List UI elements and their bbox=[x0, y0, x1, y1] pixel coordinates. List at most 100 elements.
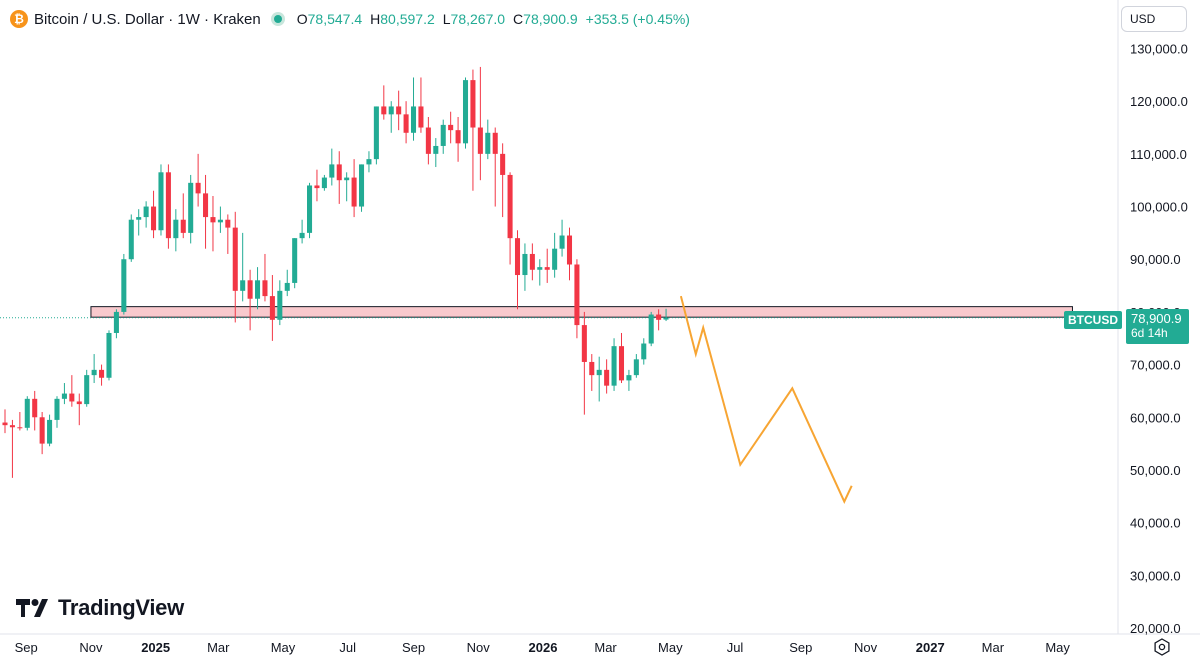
time-tick-label: Jul bbox=[339, 640, 356, 655]
candlestick-series bbox=[2, 66, 669, 478]
high-value: 80,597.2 bbox=[380, 11, 435, 27]
candle-body bbox=[32, 398, 38, 418]
time-tick-label: 2027 bbox=[916, 640, 945, 655]
candle-body bbox=[403, 114, 409, 133]
candle-body bbox=[552, 248, 558, 270]
time-tick-label: Nov bbox=[854, 640, 878, 655]
time-tick-label: Sep bbox=[402, 640, 425, 655]
candle-body bbox=[633, 359, 639, 376]
candle-body bbox=[470, 80, 476, 128]
candle-body bbox=[54, 398, 60, 420]
candle-body bbox=[544, 267, 550, 270]
candle-body bbox=[99, 369, 105, 378]
tradingview-logo-text: TradingView bbox=[58, 595, 184, 620]
candle-body bbox=[24, 398, 30, 428]
candle-body bbox=[165, 172, 171, 239]
candle-body bbox=[225, 219, 231, 228]
candle-body bbox=[656, 314, 662, 320]
open-label: O bbox=[296, 11, 308, 27]
price-tick-label: 40,000.0 bbox=[1130, 516, 1181, 531]
projection-line bbox=[679, 295, 853, 504]
candle-body bbox=[648, 314, 654, 344]
price-tick-label: 20,000.0 bbox=[1130, 621, 1181, 636]
candle-body bbox=[604, 369, 610, 386]
candle-body bbox=[277, 290, 283, 320]
candle-body bbox=[173, 219, 179, 239]
tradingview-logo[interactable]: TradingView bbox=[16, 595, 184, 620]
candle-body bbox=[663, 317, 669, 320]
tradingview-logo-icon bbox=[16, 599, 48, 617]
zone-rect bbox=[90, 306, 1073, 318]
time-tick-label: Mar bbox=[594, 640, 617, 655]
candle-body bbox=[448, 124, 454, 131]
candle-body bbox=[396, 106, 402, 115]
time-tick-label: 2025 bbox=[141, 640, 170, 655]
candle-body bbox=[418, 106, 424, 128]
time-tick-label: Jul bbox=[727, 640, 744, 655]
time-tick-label: Nov bbox=[79, 640, 103, 655]
candle-body bbox=[641, 343, 647, 360]
candle-body bbox=[329, 164, 335, 178]
symbol-header: ₿ Bitcoin / U.S. Dollar · 1W · Kraken O7… bbox=[10, 8, 690, 30]
candle-body bbox=[9, 425, 15, 428]
support-resistance-zone bbox=[0, 306, 1118, 319]
candle-body bbox=[373, 106, 379, 160]
current-price-value: 78,900.9 bbox=[1131, 311, 1182, 326]
close-label: C bbox=[513, 11, 524, 27]
price-tick-label: 130,000.0 bbox=[1130, 42, 1188, 57]
candle-body bbox=[433, 145, 439, 154]
candle-body bbox=[2, 422, 8, 426]
candle-body bbox=[158, 172, 164, 231]
candle-body bbox=[410, 106, 417, 133]
candle-body bbox=[358, 164, 365, 207]
ohlc-values: O78,547.4 H80,597.2 L78,267.0 C78,900.9 bbox=[297, 11, 578, 27]
time-tick-label: Sep bbox=[789, 640, 812, 655]
candle-body bbox=[121, 259, 127, 312]
candle-body bbox=[61, 393, 67, 399]
price-tick-label: 50,000.0 bbox=[1130, 463, 1181, 478]
candle-body bbox=[128, 219, 134, 260]
candle-body bbox=[69, 393, 75, 402]
low-value: 78,267.0 bbox=[450, 11, 506, 27]
symbol-title[interactable]: Bitcoin / U.S. Dollar · 1W · Kraken bbox=[34, 10, 261, 28]
candle-body bbox=[210, 217, 216, 223]
currency-selector[interactable]: USD bbox=[1121, 6, 1187, 32]
candle-body bbox=[455, 130, 461, 144]
settings-icon[interactable] bbox=[1153, 638, 1171, 656]
candle-body bbox=[589, 361, 595, 376]
candle-body bbox=[217, 219, 223, 223]
market-status-icon bbox=[270, 12, 285, 26]
candle-body bbox=[596, 369, 602, 376]
candle-body bbox=[425, 127, 431, 154]
candle-body bbox=[240, 280, 246, 291]
candle-body bbox=[581, 325, 587, 362]
time-tick-label: 2026 bbox=[529, 640, 558, 655]
candle-body bbox=[195, 182, 201, 194]
candle-body bbox=[500, 153, 506, 175]
candle-body bbox=[106, 332, 112, 378]
price-tick-label: 120,000.0 bbox=[1130, 94, 1188, 109]
candle-body bbox=[180, 219, 186, 233]
price-tick-label: 90,000.0 bbox=[1130, 252, 1181, 267]
candle-body bbox=[559, 235, 565, 249]
candle-body bbox=[618, 346, 625, 381]
high-label: H bbox=[370, 11, 381, 27]
candle-body bbox=[314, 185, 320, 189]
time-tick-label: Sep bbox=[15, 640, 38, 655]
candle-body bbox=[284, 282, 290, 291]
candle-body bbox=[351, 177, 357, 207]
time-tick-label: May bbox=[271, 640, 296, 655]
candle-body bbox=[39, 417, 45, 444]
candle-body bbox=[269, 296, 275, 320]
candle-body bbox=[292, 238, 298, 283]
candle-body bbox=[255, 280, 261, 299]
candle-body bbox=[485, 132, 491, 154]
candle-body bbox=[76, 401, 82, 405]
candle-body bbox=[366, 159, 372, 165]
candle-body bbox=[492, 132, 498, 154]
candle-countdown: 6d 14h bbox=[1131, 326, 1168, 340]
candle-body bbox=[143, 206, 149, 218]
candle-body bbox=[84, 375, 90, 405]
candle-body bbox=[344, 177, 350, 181]
